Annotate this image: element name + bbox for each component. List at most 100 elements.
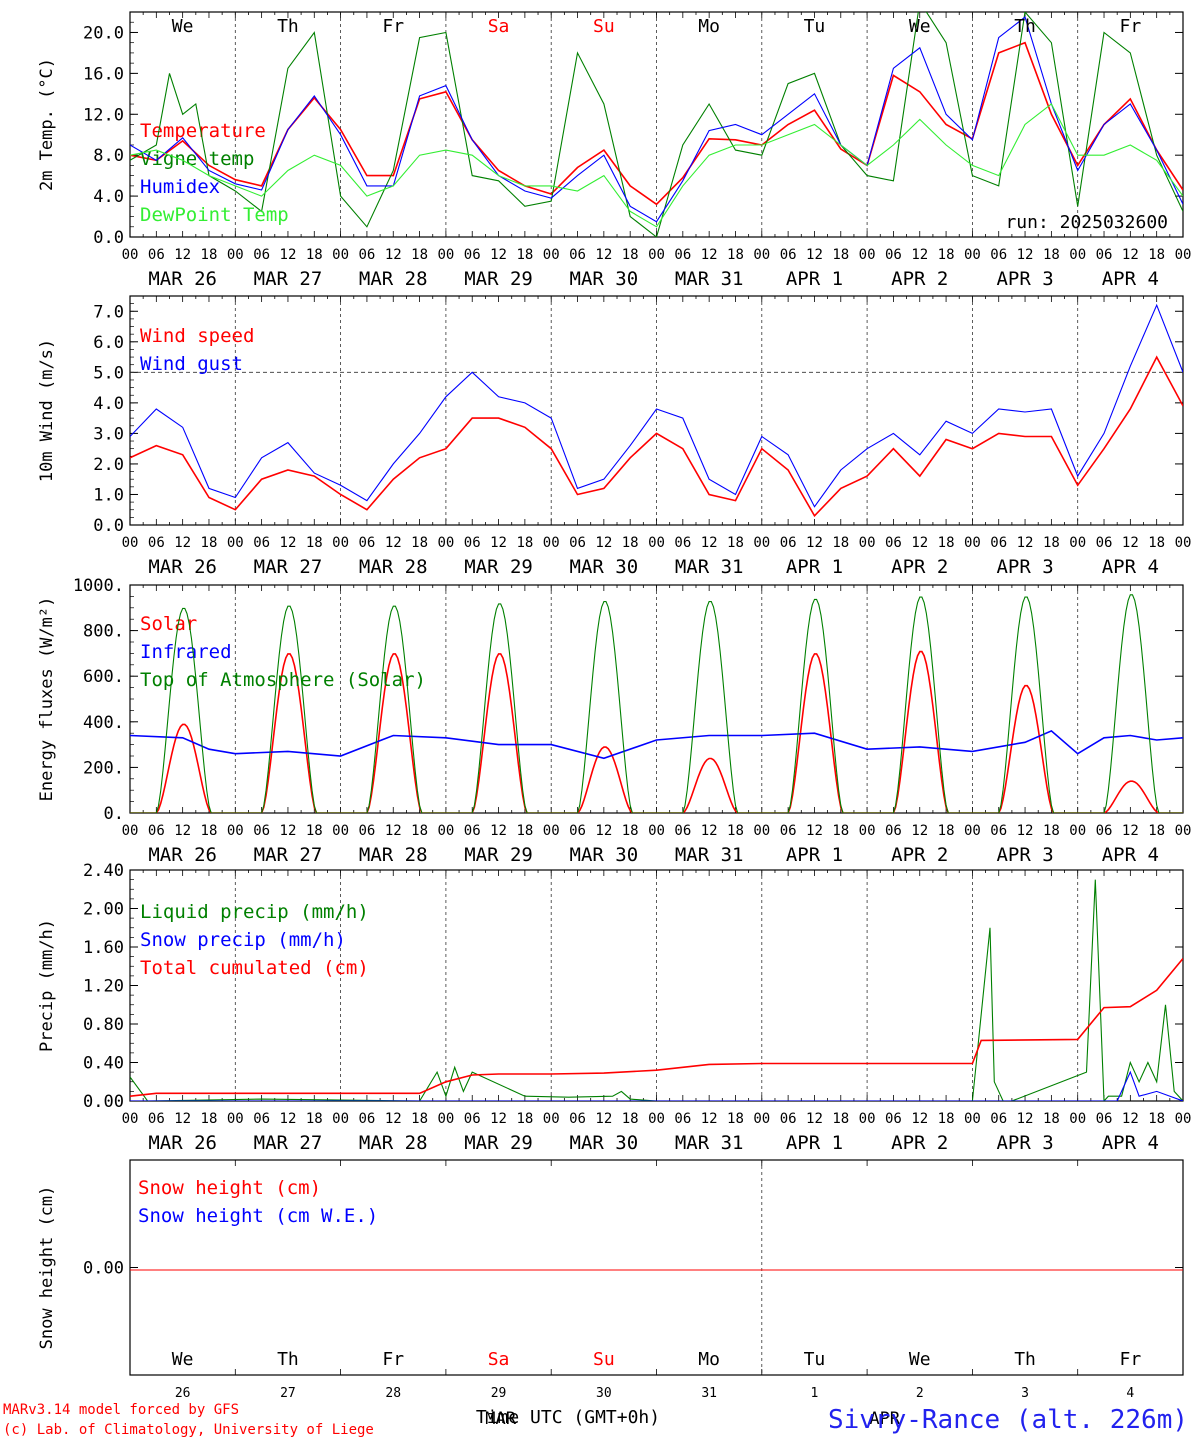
day-label: APR 1 bbox=[786, 268, 843, 290]
credit-line: (c) Lab. of Climatology, University of L… bbox=[3, 1422, 374, 1438]
hour-tick-label: 12 bbox=[701, 247, 718, 263]
hour-tick-label: 18 bbox=[306, 823, 323, 839]
hour-tick-label: 18 bbox=[832, 247, 849, 263]
weekday-label: Th bbox=[1014, 16, 1036, 37]
hour-tick-label: 18 bbox=[727, 247, 744, 263]
hour-tick-label: 06 bbox=[148, 1111, 165, 1127]
day-label: MAR 26 bbox=[148, 1132, 217, 1154]
legend-entry: Snow height (cm W.E.) bbox=[138, 1205, 378, 1227]
hour-tick-label: 00 bbox=[227, 247, 244, 263]
day-label: MAR 28 bbox=[359, 844, 428, 866]
hour-tick-label: 00 bbox=[964, 247, 981, 263]
y-tick-label: 0.0 bbox=[93, 228, 124, 248]
day-number-label: 29 bbox=[491, 1386, 507, 1401]
day-label: MAR 27 bbox=[254, 844, 323, 866]
y-axis-label: Precip (mm/h) bbox=[37, 919, 57, 1052]
series-line-infrared bbox=[130, 729, 1183, 760]
hour-tick-label: 12 bbox=[911, 1111, 928, 1127]
legend-entry: Wind speed bbox=[140, 325, 254, 347]
hour-tick-label: 06 bbox=[358, 823, 375, 839]
hour-tick-label: 12 bbox=[1122, 535, 1139, 551]
day-label: MAR 26 bbox=[148, 556, 217, 578]
hour-tick-label: 18 bbox=[516, 247, 533, 263]
hour-tick-label: 00 bbox=[859, 1111, 876, 1127]
hour-tick-label: 00 bbox=[753, 535, 770, 551]
x-axis-label: Time UTC (GMT+0h) bbox=[476, 1407, 660, 1428]
hour-tick-label: 00 bbox=[332, 247, 349, 263]
legend-entry: Snow height (cm) bbox=[138, 1177, 321, 1199]
series-line-wind-gust bbox=[130, 303, 1183, 508]
legend-entry: Vigne temp bbox=[140, 148, 254, 170]
y-tick-label: 2.00 bbox=[83, 900, 124, 920]
day-label: MAR 28 bbox=[359, 268, 428, 290]
hour-tick-label: 00 bbox=[753, 823, 770, 839]
hour-tick-label: 18 bbox=[938, 823, 955, 839]
y-axis-label: Energy fluxes (W/m²) bbox=[37, 597, 57, 802]
hour-tick-label: 12 bbox=[490, 823, 507, 839]
weekday-label: Su bbox=[593, 1349, 615, 1370]
hour-tick-label: 06 bbox=[990, 1111, 1007, 1127]
hour-tick-label: 12 bbox=[595, 823, 612, 839]
hour-tick-label: 00 bbox=[543, 535, 560, 551]
day-number-label: 1 bbox=[811, 1386, 819, 1401]
day-label: MAR 30 bbox=[570, 268, 639, 290]
hour-tick-label: 12 bbox=[490, 247, 507, 263]
day-label: MAR 28 bbox=[359, 556, 428, 578]
y-tick-label: 4.0 bbox=[93, 187, 124, 207]
weekday-label: Fr bbox=[382, 1349, 404, 1370]
hour-tick-label: 00 bbox=[1175, 247, 1192, 263]
y-axis-label: 2m Temp. (°C) bbox=[37, 58, 57, 191]
y-tick-label: 6.0 bbox=[93, 333, 124, 353]
hour-tick-label: 06 bbox=[464, 535, 481, 551]
hour-tick-label: 00 bbox=[648, 823, 665, 839]
series-line-wind-speed bbox=[130, 355, 1183, 518]
hour-tick-label: 12 bbox=[701, 1111, 718, 1127]
hour-tick-label: 18 bbox=[622, 823, 639, 839]
y-tick-label: 1.20 bbox=[83, 977, 124, 997]
hour-tick-label: 12 bbox=[595, 1111, 612, 1127]
series-line-dewpoint-temp bbox=[130, 103, 1183, 228]
hour-tick-label: 12 bbox=[280, 247, 297, 263]
hour-tick-label: 00 bbox=[1069, 823, 1086, 839]
day-label: MAR 27 bbox=[254, 268, 323, 290]
y-axis-label: 10m Wind (m/s) bbox=[37, 339, 57, 482]
hour-tick-label: 06 bbox=[253, 535, 270, 551]
hour-tick-label: 06 bbox=[1096, 823, 1113, 839]
day-number-label: 26 bbox=[175, 1386, 191, 1401]
hour-tick-label: 12 bbox=[1122, 1111, 1139, 1127]
y-tick-label: 12.0 bbox=[83, 105, 124, 125]
hour-tick-label: 06 bbox=[885, 823, 902, 839]
day-number-label: 3 bbox=[1021, 1386, 1029, 1401]
hour-tick-label: 06 bbox=[464, 823, 481, 839]
hour-tick-label: 12 bbox=[1122, 247, 1139, 263]
y-tick-label: 0. bbox=[104, 804, 124, 824]
hour-tick-label: 18 bbox=[201, 247, 218, 263]
hour-tick-label: 06 bbox=[253, 1111, 270, 1127]
credit-line: MARv3.14 model forced by GFS bbox=[3, 1402, 239, 1418]
y-tick-label: 1.0 bbox=[93, 485, 124, 505]
day-label: APR 2 bbox=[891, 556, 948, 578]
hour-tick-label: 00 bbox=[964, 823, 981, 839]
day-label: APR 4 bbox=[1102, 844, 1159, 866]
legend-entry: Solar bbox=[140, 613, 197, 635]
legend-entry: DewPoint Temp bbox=[140, 204, 289, 226]
hour-tick-label: 12 bbox=[806, 823, 823, 839]
hour-tick-label: 18 bbox=[727, 1111, 744, 1127]
hour-tick-label: 06 bbox=[253, 823, 270, 839]
hour-tick-label: 06 bbox=[885, 1111, 902, 1127]
panel-2: 0.0 1.0 2.0 3.0 4.0 5.0 6.0 7.0 10m Wind (m/s) Wi… bbox=[37, 295, 1191, 578]
hour-tick-label: 18 bbox=[1148, 1111, 1165, 1127]
hour-tick-label: 18 bbox=[938, 535, 955, 551]
day-label: APR 2 bbox=[891, 268, 948, 290]
hour-tick-label: 06 bbox=[148, 823, 165, 839]
hour-tick-label: 18 bbox=[411, 1111, 428, 1127]
hour-tick-label: 18 bbox=[201, 1111, 218, 1127]
hour-tick-label: 18 bbox=[306, 1111, 323, 1127]
hour-tick-label: 06 bbox=[148, 535, 165, 551]
series-line-total-cumulated-cm- bbox=[130, 957, 1183, 1097]
y-tick-label: 5.0 bbox=[93, 363, 124, 383]
weekday-label: Th bbox=[1014, 1349, 1036, 1370]
hour-tick-label: 00 bbox=[1069, 1111, 1086, 1127]
hour-tick-label: 18 bbox=[622, 247, 639, 263]
hour-tick-label: 12 bbox=[911, 247, 928, 263]
